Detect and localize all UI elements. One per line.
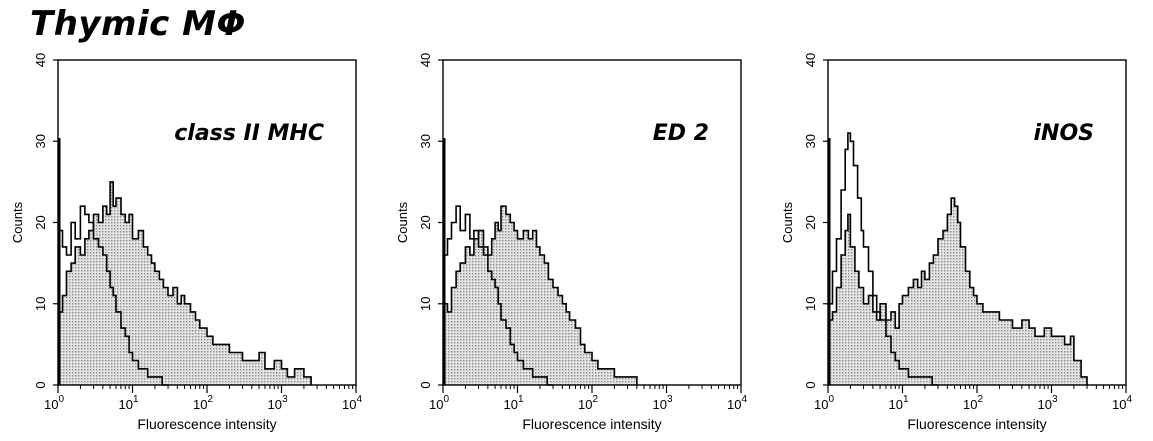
panel-label: class II MHC: [174, 121, 324, 146]
x-tick-label: 101: [503, 394, 523, 412]
histogram-outline-gray-0: [828, 197, 1088, 385]
y-tick-label: 40: [33, 53, 48, 67]
y-tick-label: 30: [803, 134, 818, 148]
histogram-fill-0: [443, 206, 637, 385]
histogram-panel-inos: 0 10 20 30 40 Counts 100 101 102 103 104 Fluorescen…: [780, 53, 1132, 432]
x-tick-label: 100: [814, 394, 834, 412]
x-tick-label: 103: [1037, 394, 1057, 412]
x-tick-label: 100: [44, 394, 64, 412]
y-axis-label: Counts: [780, 201, 795, 243]
y-tick-label: 0: [33, 381, 48, 388]
y-tick-label: 0: [418, 381, 433, 388]
histogram-outline-gray-0: [443, 205, 638, 385]
x-tick-label: 101: [118, 394, 138, 412]
x-axis-label: Fluorescence intensity: [137, 416, 276, 432]
histogram-panel-ed2: 0 10 20 30 40 Counts 100 101 102 103 104 Fluorescen…: [395, 53, 747, 432]
x-tick-label: 102: [578, 394, 598, 412]
histogram-panel-class-ii-mhc: 0 10 20 30 40 Counts 100 101 102 103 104 Fluorescen…: [10, 53, 362, 432]
y-tick-label: 0: [803, 381, 818, 388]
x-tick-label: 100: [429, 394, 449, 412]
x-tick-label: 104: [727, 394, 747, 412]
x-tick-label: 103: [652, 394, 672, 412]
histogram-fill-0: [58, 181, 312, 385]
x-axis-label: Fluorescence intensity: [907, 416, 1046, 432]
x-tick-label: 104: [1112, 394, 1132, 412]
y-tick-label: 10: [803, 297, 818, 311]
y-axis-label: Counts: [10, 201, 25, 243]
y-axis-label: Counts: [395, 201, 410, 243]
y-tick-label: 30: [33, 134, 48, 148]
x-tick-label: 102: [193, 394, 213, 412]
figure-title: Thymic MΦ: [30, 4, 246, 44]
x-tick-label: 104: [342, 394, 362, 412]
panel-label: iNOS: [1034, 121, 1095, 146]
histogram-outline-1: [443, 205, 553, 386]
histogram-outline-1: [58, 205, 168, 386]
y-tick-label: 20: [803, 215, 818, 229]
x-axis-label: Fluorescence intensity: [522, 416, 661, 432]
x-tick-label: 102: [963, 394, 983, 412]
y-tick-label: 10: [418, 297, 433, 311]
y-tick-label: 20: [33, 215, 48, 229]
y-tick-label: 20: [418, 215, 433, 229]
x-tick-label: 101: [888, 394, 908, 412]
y-tick-label: 10: [33, 297, 48, 311]
histogram-outline-1: [828, 132, 938, 386]
x-tick-label: 103: [267, 394, 287, 412]
panel-label: ED 2: [653, 121, 709, 146]
y-tick-label: 30: [418, 134, 433, 148]
histogram-fill-0: [828, 198, 1087, 385]
y-tick-label: 40: [418, 53, 433, 67]
y-tick-label: 40: [803, 53, 818, 67]
